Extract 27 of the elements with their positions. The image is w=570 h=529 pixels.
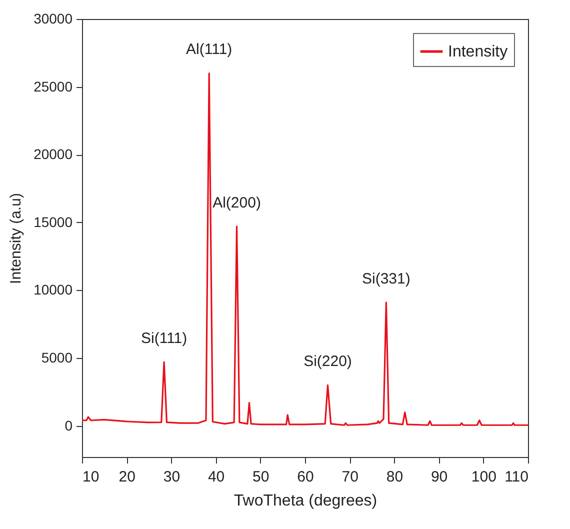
annotation: Al(111) <box>186 41 232 58</box>
legend-label: Intensity <box>448 44 508 60</box>
x-tick-label: 70 <box>342 468 358 486</box>
x-tick-label: 90 <box>430 468 448 486</box>
x-tick-label: 40 <box>208 468 225 486</box>
y-tick-label: 15000 <box>34 214 73 230</box>
y-axis-title: Intensity (a.u) <box>8 193 25 284</box>
x-tick-label: 100 <box>471 468 496 486</box>
line-series <box>82 72 528 426</box>
x-tick-label: 10 <box>82 468 100 486</box>
x-tick-label: 30 <box>163 468 180 486</box>
annotation: Si(331) <box>362 270 410 288</box>
y-tick-label: 30000 <box>34 10 73 26</box>
x-tick-label: 50 <box>252 468 270 486</box>
y-tick-label: 20000 <box>34 146 73 162</box>
x-tick-label: 60 <box>297 468 314 486</box>
annotation: Al(200) <box>212 194 261 212</box>
x-tick-label: 110 <box>504 468 528 486</box>
y-tick-label: 10000 <box>34 282 73 298</box>
x-tick-label: 20 <box>118 468 136 486</box>
annotation: Si(111) <box>140 330 188 348</box>
x-tick-label: 80 <box>386 468 404 486</box>
y-tick-label: 5000 <box>41 350 73 366</box>
x-axis-title: TwoTheta (degrees) <box>234 492 378 510</box>
y-tick-label: 25000 <box>34 78 73 94</box>
y-tick-label: 0 <box>64 417 73 434</box>
annotation: Si(220) <box>304 353 352 370</box>
